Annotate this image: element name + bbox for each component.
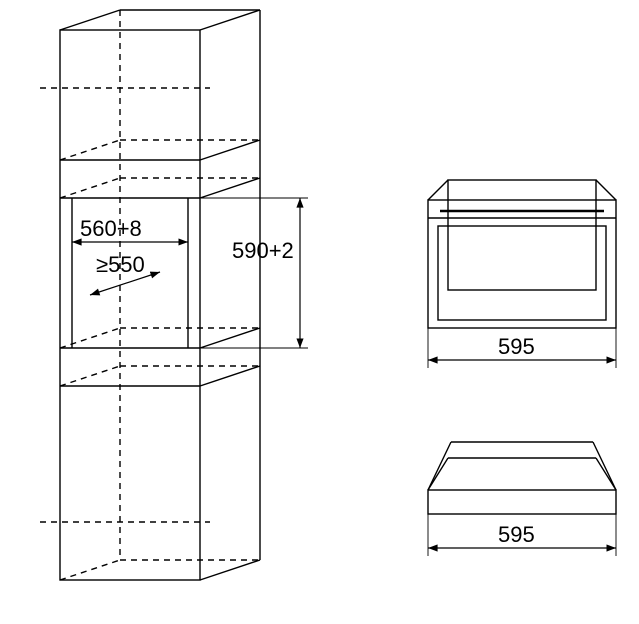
appliance-front [428,180,616,328]
dim-cabinet-depth: ≥550 [96,252,145,277]
dim-appliance-bottom: 595 [498,522,535,547]
appliance-top-dim: 595 [428,514,616,556]
cabinet-column [40,10,260,580]
appliance-top [428,442,616,514]
diagram-canvas: 560+8 ≥550 590+2 595 [0,0,639,624]
appliance-front-dim: 595 [428,328,616,368]
cabinet-dimensions: 560+8 ≥550 590+2 [72,198,308,348]
dim-cabinet-width: 560+8 [80,216,142,241]
technical-drawing: 560+8 ≥550 590+2 595 [0,0,639,624]
dim-opening-height: 590+2 [232,238,294,263]
dim-appliance-top: 595 [498,334,535,359]
